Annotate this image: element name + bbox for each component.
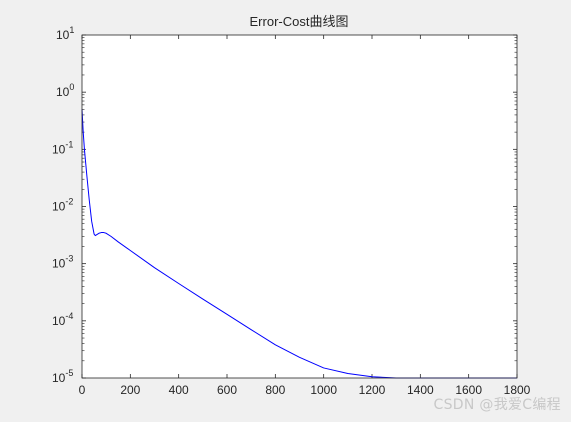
plot-area bbox=[82, 35, 517, 378]
x-tick-label: 600 bbox=[217, 383, 237, 397]
y-tick-label: 10-5 bbox=[52, 368, 73, 385]
y-tick-label: 101 bbox=[56, 25, 74, 42]
watermark-text: CSDN @我爱C编程 bbox=[433, 397, 561, 413]
x-tick-label: 1800 bbox=[504, 383, 531, 397]
y-tick-label: 10-1 bbox=[52, 139, 73, 156]
x-tick-label: 200 bbox=[120, 383, 140, 397]
plot-frame bbox=[81, 34, 518, 379]
y-tick-label: 10-3 bbox=[52, 254, 73, 271]
x-tick-label: 800 bbox=[265, 383, 285, 397]
axes: 0 200 400 600 800 1000 1200 1400 1600 1800 101 100 1… bbox=[52, 25, 531, 397]
chart-title: Error-Cost曲线图 bbox=[250, 14, 349, 29]
x-tick-label: 0 bbox=[79, 383, 86, 397]
x-tick-label: 400 bbox=[169, 383, 189, 397]
x-tick-label: 1000 bbox=[310, 383, 337, 397]
x-tick-label: 1600 bbox=[455, 383, 482, 397]
y-tick-label: 10-2 bbox=[52, 197, 73, 214]
y-tick-label: 100 bbox=[56, 82, 74, 99]
x-tick-label: 1400 bbox=[407, 383, 434, 397]
x-tick-label: 1200 bbox=[359, 383, 386, 397]
y-tick-label: 10-4 bbox=[52, 311, 73, 328]
